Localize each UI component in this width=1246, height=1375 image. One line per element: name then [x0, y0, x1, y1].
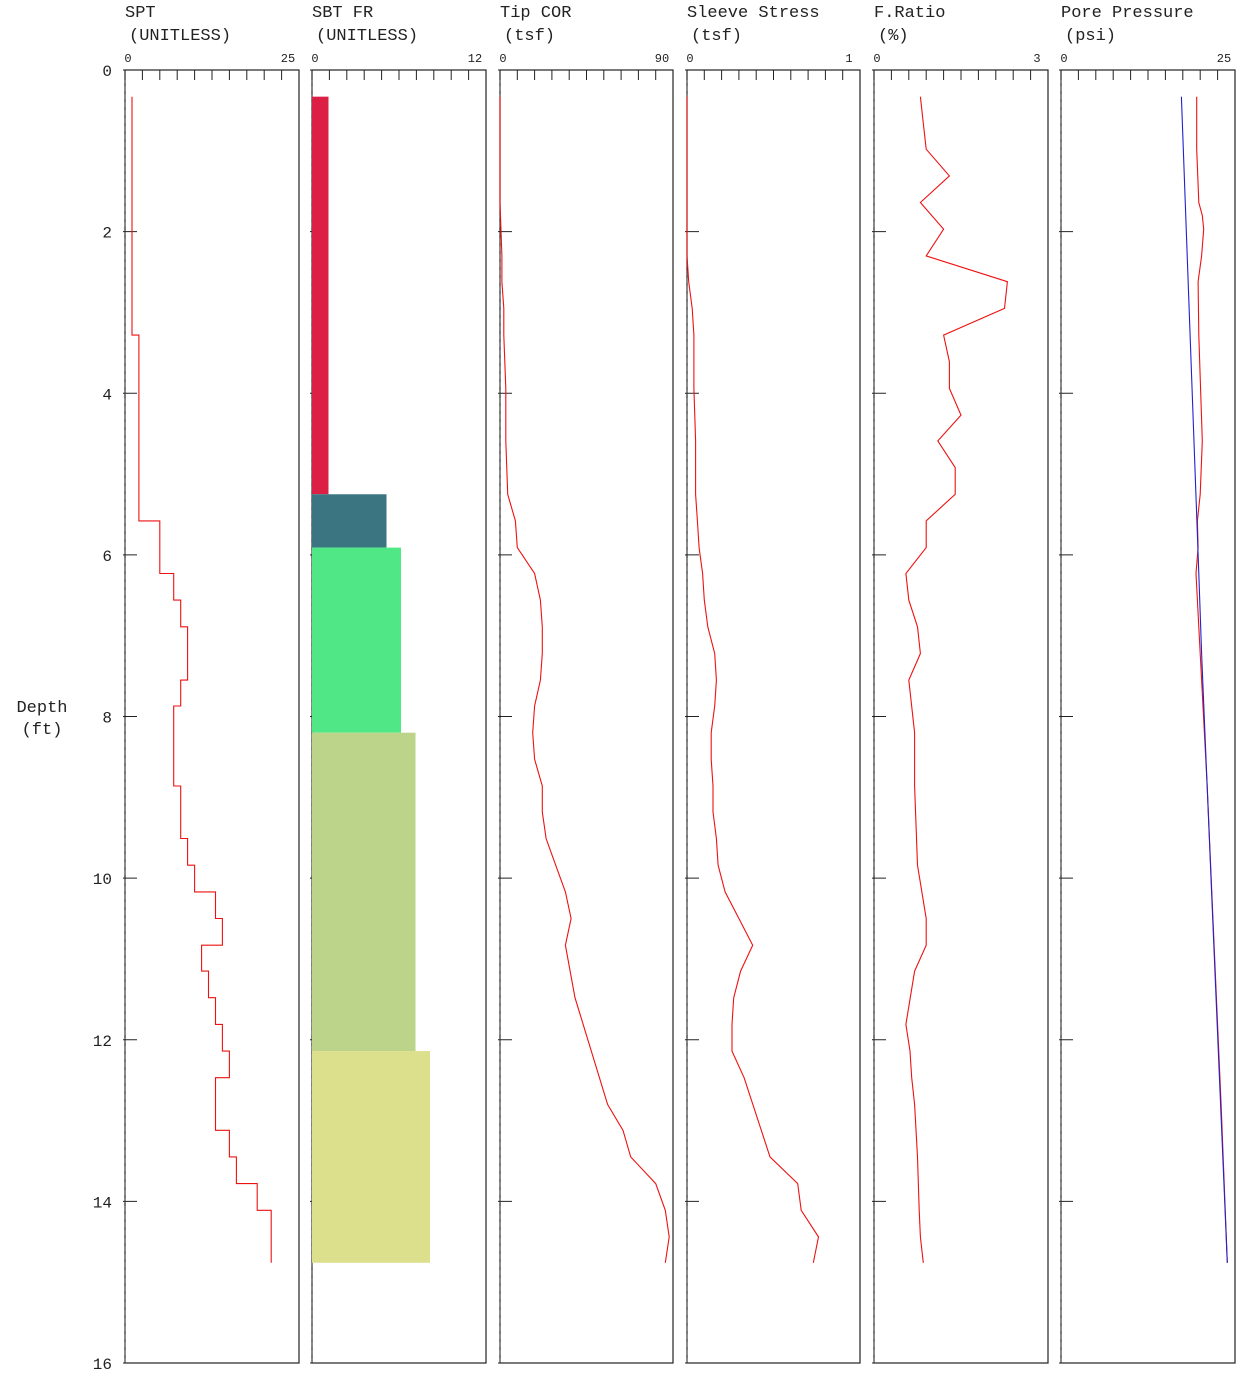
- x-min-label: 0: [499, 52, 506, 66]
- depth-tick-label: 8: [102, 710, 112, 728]
- panel-unit: (psi): [1065, 27, 1116, 46]
- sbt-segment: [312, 732, 416, 1052]
- panel-unit: (UNITLESS): [316, 27, 418, 46]
- panel-title: Sleeve Stress: [687, 4, 820, 23]
- panel-unit: (%): [878, 27, 909, 46]
- sbt-segment: [312, 96, 329, 495]
- depth-tick-label: 0: [102, 63, 112, 81]
- x-max-label: 90: [655, 52, 669, 66]
- x-max-label: 25: [281, 52, 295, 66]
- depth-tick-label: 12: [93, 1033, 112, 1051]
- panel-unit: (tsf): [691, 27, 742, 46]
- sbt-segment: [312, 547, 401, 733]
- sbt-segment: [312, 494, 387, 548]
- x-min-label: 0: [1060, 52, 1067, 66]
- x-max-label: 12: [468, 52, 482, 66]
- panel-unit: (UNITLESS): [129, 27, 231, 46]
- x-max-label: 25: [1217, 52, 1231, 66]
- x-min-label: 0: [873, 52, 880, 66]
- x-min-label: 0: [124, 52, 131, 66]
- depth-tick-label: 16: [93, 1356, 112, 1374]
- panel-frame: [124, 69, 300, 1364]
- sbt-segment: [312, 1051, 430, 1263]
- depth-tick-label: 2: [102, 225, 112, 243]
- panel-frame: [1060, 69, 1236, 1364]
- depth-tick-label: 4: [102, 386, 112, 404]
- series-line-primary: [686, 96, 820, 1263]
- panel-title: F.Ratio: [874, 4, 945, 23]
- depth-axis-unit: (ft): [22, 721, 63, 740]
- series-line-primary: [131, 96, 272, 1263]
- depth-tick-label: 10: [93, 871, 112, 889]
- panel-frame: [499, 69, 674, 1364]
- series-line-primary: [1195, 96, 1228, 1263]
- series-line-secondary: [1180, 96, 1228, 1263]
- x-max-label: 1: [845, 52, 852, 66]
- panel-title: SBT FR: [312, 4, 373, 23]
- depth-tick-label: 6: [102, 548, 112, 566]
- series-line-primary: [499, 96, 670, 1263]
- panel-title: Pore Pressure: [1061, 4, 1194, 23]
- panel-frame: [873, 69, 1049, 1364]
- x-min-label: 0: [311, 52, 318, 66]
- depth-axis-label: Depth: [16, 699, 67, 718]
- depth-tick-label: 14: [93, 1194, 112, 1212]
- x-min-label: 0: [686, 52, 693, 66]
- panel-title: Tip COR: [500, 4, 571, 23]
- series-line-primary: [905, 96, 1008, 1263]
- x-max-label: 3: [1033, 52, 1040, 66]
- panel-title: SPT: [125, 4, 156, 23]
- panel-unit: (tsf): [504, 27, 555, 46]
